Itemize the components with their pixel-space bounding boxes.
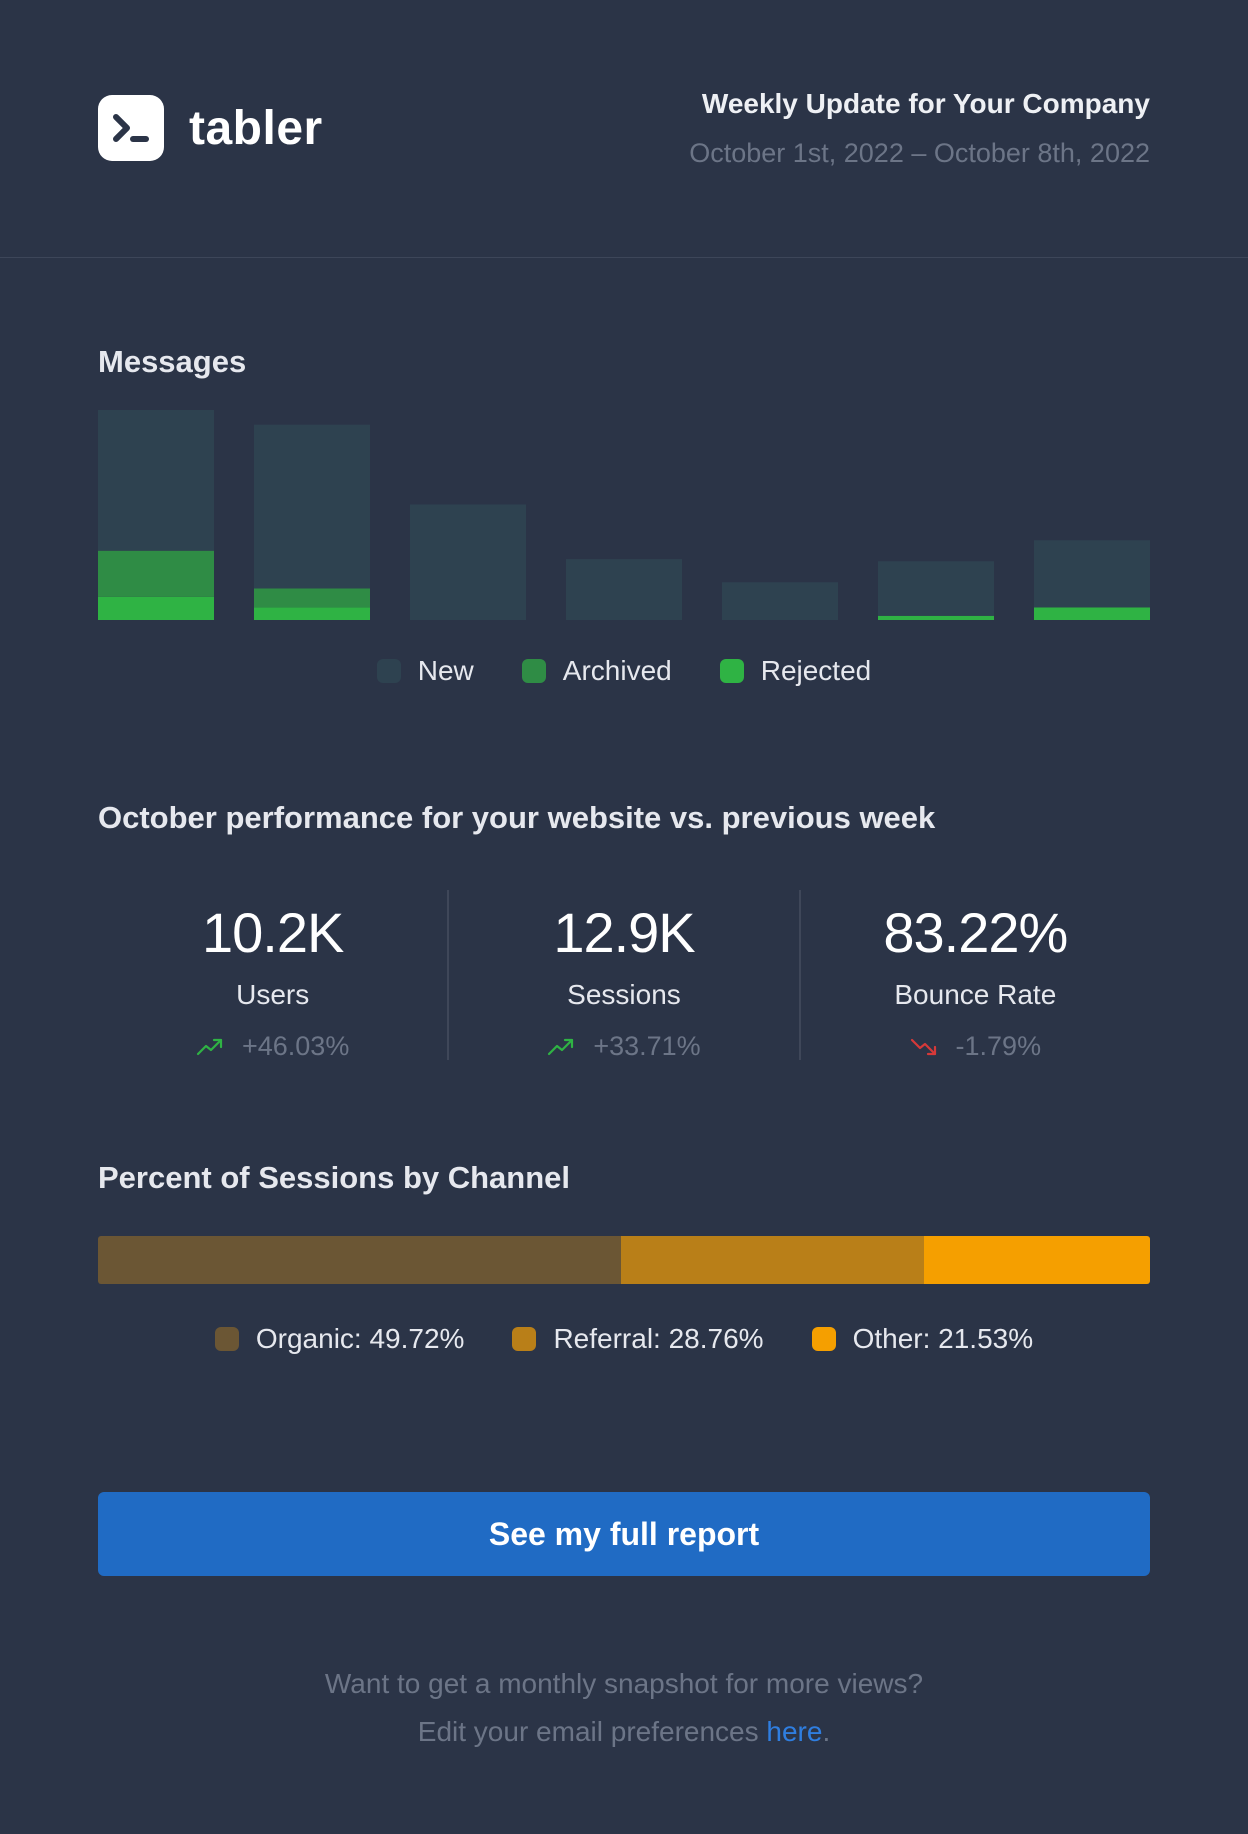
stat-change: +33.71% (449, 1031, 798, 1062)
channel-legend-other: Other: 21.53% (811, 1323, 1034, 1355)
messages-bar-chart (98, 410, 1150, 620)
channel-label-referral: Referral: 28.76% (553, 1323, 764, 1354)
stat-label: Bounce Rate (894, 979, 1057, 1010)
terminal-icon (98, 95, 164, 161)
bar-new-5 (722, 582, 838, 620)
messages-legend: New Archived Rejected (0, 655, 1248, 687)
channel-swatch-other (811, 1327, 836, 1351)
performance-title: October performance for your website vs.… (98, 800, 936, 835)
bar-rejected-1 (98, 596, 214, 620)
report-title: Weekly Update for Your Company (701, 88, 1150, 119)
channel-segment-organic (98, 1236, 622, 1284)
full-report-button[interactable]: See my full report (98, 1492, 1150, 1576)
channel-progress-bar (98, 1236, 1150, 1284)
legend-label-archived: Archived (562, 655, 672, 686)
channel-segment-referral (621, 1236, 924, 1284)
bar-archived-1 (98, 550, 214, 597)
stat-bounce-rate: 83.22% Bounce Rate -1.79% (798, 890, 1150, 1062)
stat-value: 10.2K (201, 901, 344, 964)
performance-stats: 10.2K Users +46.03% 12.9K Sessions +33.7… (98, 890, 1150, 1062)
channels-title: Percent of Sessions by Channel (98, 1160, 571, 1195)
channel-swatch-referral (512, 1327, 537, 1351)
legend-swatch-new (376, 659, 401, 683)
footer-period: . (822, 1716, 831, 1747)
legend-item-archived: Archived (521, 655, 672, 687)
stat-value: 83.22% (883, 901, 1068, 964)
bar-rejected-6 (878, 615, 994, 620)
stat-label: Users (236, 979, 310, 1010)
bar-new-3 (410, 504, 526, 620)
trending-up-icon (548, 1038, 574, 1055)
report-date-range: October 1st, 2022 – October 8th, 2022 (689, 138, 1150, 168)
preferences-link[interactable]: here (766, 1716, 823, 1747)
email-header: tabler Weekly Update for Your Company Oc… (0, 0, 1248, 258)
stat-change-value: -1.79% (955, 1031, 1042, 1061)
bar-rejected-2 (254, 607, 370, 620)
messages-title: Messages (98, 344, 247, 379)
stat-change: -1.79% (801, 1031, 1150, 1062)
legend-swatch-rejected (719, 659, 744, 683)
channel-label-organic: Organic: 49.72% (255, 1323, 465, 1354)
stat-users: 10.2K Users +46.03% (98, 890, 447, 1062)
header-info: Weekly Update for Your Company October 1… (689, 88, 1150, 169)
footer-snapshot-text: Want to get a monthly snapshot for more … (324, 1668, 924, 1699)
bar-rejected-7 (1034, 607, 1150, 620)
bar-new-2 (254, 424, 370, 589)
channel-segment-other (923, 1236, 1150, 1284)
stat-change-value: +33.71% (593, 1031, 701, 1061)
legend-item-rejected: Rejected (719, 655, 872, 687)
stat-change-value: +46.03% (241, 1031, 350, 1061)
trending-up-icon (196, 1038, 223, 1055)
channel-legend: Organic: 49.72% Referral: 28.76% Other: … (0, 1323, 1248, 1355)
legend-label-new: New (417, 655, 474, 686)
channel-swatch-organic (214, 1327, 239, 1351)
trending-down-icon (910, 1038, 936, 1055)
bar-new-7 (1034, 540, 1150, 608)
channel-label-other: Other: 21.53% (852, 1323, 1034, 1354)
stat-sessions: 12.9K Sessions +33.71% (447, 890, 798, 1062)
legend-swatch-archived (521, 659, 546, 683)
bar-new-1 (98, 410, 214, 551)
footer-preferences-text: Edit your email preferences (417, 1716, 767, 1747)
channel-legend-referral: Referral: 28.76% (512, 1323, 764, 1355)
bar-archived-2 (254, 588, 370, 608)
brand-name: tabler (189, 101, 323, 155)
email-footer: Want to get a monthly snapshot for more … (0, 1660, 1248, 1756)
stat-label: Sessions (567, 979, 681, 1010)
footer-preferences-line: Edit your email preferences here. (0, 1708, 1248, 1756)
bar-new-4 (566, 559, 682, 620)
legend-label-rejected: Rejected (760, 655, 872, 686)
stat-value: 12.9K (553, 901, 695, 964)
bar-new-6 (878, 561, 994, 616)
stat-change: +46.03% (98, 1031, 447, 1062)
channel-legend-organic: Organic: 49.72% (214, 1323, 465, 1355)
brand-logo[interactable]: tabler (98, 95, 323, 161)
legend-item-new: New (376, 655, 474, 687)
